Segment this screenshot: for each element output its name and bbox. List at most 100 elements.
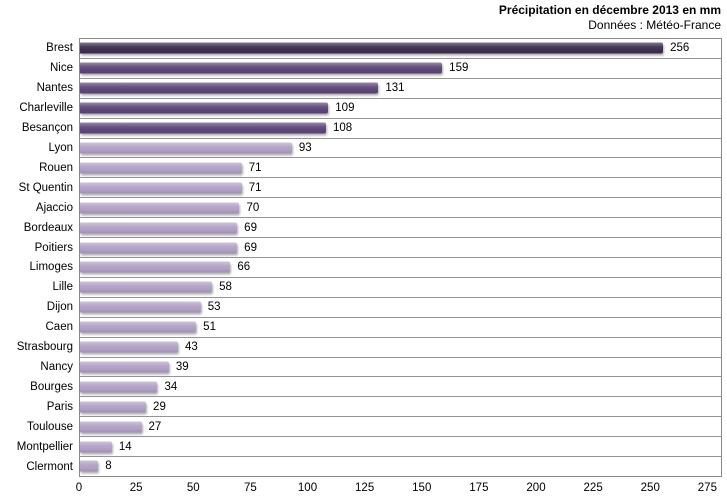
- y-axis-label-poitiers: Poitiers: [34, 241, 73, 254]
- bar-row-brest: 256: [80, 39, 721, 59]
- bar-lille: [80, 281, 213, 293]
- y-axis-label-ajaccio: Ajaccio: [35, 201, 73, 214]
- bar-nancy: [80, 361, 169, 373]
- y-axis-label-strasbourg: Strasbourg: [16, 341, 73, 354]
- bar-row-nice: 159: [80, 59, 721, 79]
- bar-brest: [80, 42, 664, 54]
- bar-nice: [80, 62, 443, 74]
- chart-title: Précipitation en décembre 2013 en mm: [498, 3, 721, 17]
- value-label-charleville: 109: [335, 102, 355, 115]
- x-axis-tick-50: 50: [186, 482, 200, 494]
- value-label-rouen: 71: [248, 161, 262, 174]
- y-axis-label-besan-on: Besançon: [21, 121, 73, 134]
- value-label-nice: 159: [449, 62, 469, 75]
- value-label-brest: 256: [670, 42, 690, 55]
- value-label-limoges: 66: [237, 261, 251, 274]
- x-axis-tick-225: 225: [583, 482, 603, 494]
- value-label-ajaccio: 70: [246, 201, 260, 214]
- bar-rouen: [80, 162, 242, 174]
- bar-row-lille: 58: [80, 278, 721, 298]
- y-axis-label-charleville: Charleville: [19, 101, 73, 114]
- y-axis-label-lyon: Lyon: [48, 141, 73, 154]
- y-axis-label-paris: Paris: [46, 401, 73, 414]
- chart-subtitle: Données : Météo-France: [588, 18, 721, 32]
- x-axis-tick-275: 275: [697, 482, 717, 494]
- y-axis-label-brest: Brest: [46, 41, 73, 54]
- bar-row-bourges: 34: [80, 377, 721, 398]
- bar-strasbourg: [80, 341, 178, 353]
- bar-row-rouen: 71: [80, 158, 721, 179]
- bar-bordeaux: [80, 222, 238, 234]
- bar-besan-on: [80, 122, 326, 134]
- bar-row-nantes: 131: [80, 79, 721, 99]
- bar-clermont: [80, 460, 99, 472]
- value-label-clermont: 8: [105, 460, 112, 473]
- bar-limoges: [80, 261, 231, 273]
- bar-row-clermont: 8: [80, 457, 721, 476]
- y-axis-label-nantes: Nantes: [36, 81, 73, 94]
- bar-row-caen: 51: [80, 318, 721, 338]
- x-axis-tick-150: 150: [412, 482, 432, 494]
- y-axis-label-st-quentin: St Quentin: [18, 181, 73, 194]
- y-axis-label-limoges: Limoges: [29, 261, 73, 274]
- value-label-nancy: 39: [175, 360, 189, 373]
- bar-montpellier: [80, 441, 112, 453]
- y-axis-label-lille: Lille: [52, 281, 73, 294]
- value-label-bordeaux: 69: [244, 221, 257, 234]
- bar-poitiers: [80, 242, 238, 254]
- value-label-lille: 58: [219, 281, 232, 294]
- x-axis-tick-75: 75: [243, 482, 257, 494]
- bar-toulouse: [80, 421, 142, 433]
- value-label-bourges: 34: [164, 380, 178, 393]
- plot-area: 256 159 131 109 108 93 71 71 70 69 69 66 58 53 51 43 39 3…: [79, 38, 722, 477]
- value-label-strasbourg: 43: [184, 341, 198, 354]
- y-axis-label-dijon: Dijon: [46, 301, 73, 314]
- bar-paris: [80, 401, 147, 413]
- bar-row-poitiers: 69: [80, 238, 721, 258]
- value-label-nantes: 131: [385, 82, 405, 95]
- y-axis-label-rouen: Rouen: [39, 161, 73, 174]
- bar-charleville: [80, 102, 329, 114]
- y-axis-label-caen: Caen: [45, 321, 74, 334]
- x-axis-tick-250: 250: [640, 482, 660, 494]
- bar-lyon: [80, 142, 292, 154]
- bar-row-besan-on: 108: [80, 119, 721, 139]
- bar-row-st-quentin: 71: [80, 178, 721, 199]
- y-axis-label-bordeaux: Bordeaux: [23, 221, 73, 234]
- y-axis-label-clermont: Clermont: [26, 460, 73, 473]
- x-axis-tick-0: 0: [75, 482, 83, 494]
- bar-row-strasbourg: 43: [80, 338, 721, 358]
- bar-ajaccio: [80, 202, 240, 214]
- bar-row-nancy: 39: [80, 358, 721, 378]
- y-axis-label-nice: Nice: [49, 61, 73, 74]
- x-axis-labels: 0 25 50 75 100 125 150 175 200 225 250 275: [75, 482, 722, 498]
- value-label-lyon: 93: [298, 141, 312, 154]
- x-axis-tick-100: 100: [297, 482, 318, 494]
- bar-row-paris: 29: [80, 397, 721, 418]
- value-label-paris: 29: [153, 400, 166, 413]
- y-axis-label-toulouse: Toulouse: [26, 421, 73, 434]
- bar-bourges: [80, 381, 158, 393]
- value-label-toulouse: 27: [148, 420, 162, 433]
- y-axis-label-bourges: Bourges: [30, 381, 73, 394]
- bar-row-limoges: 66: [80, 258, 721, 278]
- bar-st-quentin: [80, 182, 242, 194]
- bar-row-toulouse: 27: [80, 417, 721, 438]
- bar-dijon: [80, 301, 201, 313]
- x-axis-tick-200: 200: [526, 482, 546, 494]
- bar-nantes: [80, 82, 379, 94]
- value-label-montpellier: 14: [118, 440, 132, 453]
- y-axis-label-montpellier: Montpellier: [16, 441, 73, 454]
- x-axis-tick-25: 25: [129, 482, 143, 494]
- bar-row-bordeaux: 69: [80, 218, 721, 239]
- value-label-besan-on: 108: [333, 122, 353, 135]
- y-axis-labels: Brest Nice Nantes Charleville Besançon Lyon Ro…: [0, 38, 73, 477]
- bar-row-charleville: 109: [80, 99, 721, 119]
- x-axis-tick-175: 175: [469, 482, 489, 494]
- bar-row-ajaccio: 70: [80, 198, 721, 219]
- bar-row-lyon: 93: [80, 139, 721, 159]
- value-label-st-quentin: 71: [248, 181, 262, 194]
- bar-caen: [80, 321, 197, 333]
- bar-row-montpellier: 14: [80, 437, 721, 458]
